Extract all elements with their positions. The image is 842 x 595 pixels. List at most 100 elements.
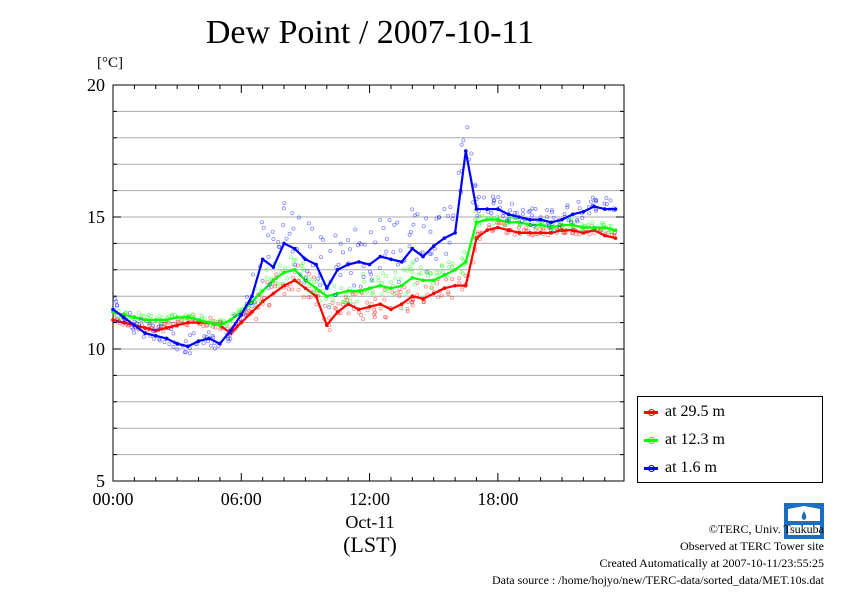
series-sample-point [498, 221, 503, 226]
series-sample-point [442, 206, 447, 211]
series-sample-point [465, 125, 470, 130]
series-sample-point [341, 299, 346, 304]
series-sample-point [268, 281, 273, 286]
plot-frame [112, 84, 625, 482]
series-sample-point [507, 216, 512, 221]
series-sample-point [566, 218, 571, 223]
data-point [153, 334, 158, 338]
series-sample-point [586, 222, 591, 227]
series-sample-point [361, 317, 366, 322]
y-tick-label: 15 [87, 207, 105, 227]
series-sample-point [373, 240, 378, 245]
series-sample-point [376, 279, 381, 284]
series-sample-point [156, 328, 161, 333]
data-point [346, 302, 350, 306]
series-sample-point [428, 271, 433, 276]
series-sample-point [211, 335, 216, 340]
series-sample-point [512, 210, 517, 215]
series-sample-point [477, 214, 482, 219]
series-sample-point [415, 212, 420, 217]
series-sample-point [141, 313, 146, 318]
series-sample-point [384, 249, 389, 254]
series-sample-point [131, 327, 136, 332]
series-sample-point [266, 233, 271, 238]
series-sample-point [478, 230, 483, 235]
data-point [506, 220, 511, 225]
data-point [496, 225, 500, 230]
series-sample-point [264, 275, 269, 280]
series-sample-point [188, 333, 193, 338]
series-sample-point [451, 213, 456, 218]
terc-logo-icon [784, 503, 824, 539]
series-sample-point [520, 211, 525, 216]
series-sample-point [600, 222, 605, 227]
data-point [250, 294, 254, 299]
series-sample-point [461, 138, 466, 143]
data-point [463, 149, 468, 153]
series-sample-point [533, 207, 538, 212]
series-sample-point [446, 290, 451, 295]
series-sample-point [446, 275, 451, 280]
data-point [463, 260, 468, 264]
series-0 [111, 220, 618, 335]
series-sample-point [145, 314, 150, 319]
data-point [613, 207, 618, 211]
series-sample-point [411, 222, 416, 227]
data-point [592, 228, 596, 232]
data-point [613, 228, 618, 232]
data-point [282, 283, 286, 288]
series-sample-point [266, 255, 271, 260]
series-sample-point [551, 215, 556, 220]
series-sample-point [401, 267, 406, 272]
series-sample-point [530, 206, 535, 211]
series-sample-point [446, 260, 451, 265]
series-sample-point [261, 225, 266, 230]
axis-ticks [112, 84, 624, 482]
series-sample-point [425, 273, 430, 278]
data-point [132, 315, 137, 320]
series-sample-point [358, 284, 363, 289]
data-point [389, 307, 393, 312]
series-sample-point [365, 300, 370, 305]
x-tick-label: 06:00 [220, 489, 262, 509]
series-sample-point [444, 277, 449, 282]
data-point [143, 326, 147, 330]
series-sample-point [115, 303, 120, 308]
series-sample-point [520, 207, 525, 212]
data-point [474, 207, 479, 211]
series-sample-point [307, 284, 312, 289]
data-point [335, 268, 340, 272]
data-point [367, 304, 372, 309]
series-sample-point [398, 276, 403, 281]
data-point [218, 323, 222, 328]
data-point [453, 283, 457, 288]
data-point [378, 254, 383, 259]
series-sample-point [356, 243, 361, 248]
series-sample-point [440, 264, 445, 269]
x-tick-label: 12:00 [349, 489, 391, 509]
series-sample-point [183, 349, 188, 354]
data-point [602, 233, 607, 238]
data-point [485, 228, 489, 232]
series-sample-point [532, 224, 537, 229]
series-sample-point [149, 313, 154, 318]
series-sample-point [301, 295, 306, 300]
series-sample-point [369, 272, 374, 277]
series-sample-point [534, 225, 539, 230]
series-sample-point [573, 232, 578, 237]
series-sample-point [352, 283, 357, 288]
series-sample-point [252, 300, 257, 305]
series-sample-point [429, 251, 434, 256]
series-sample-point [491, 201, 496, 206]
data-point [431, 244, 436, 248]
series-sample-point [608, 198, 613, 203]
series-sample-point [327, 305, 332, 310]
data-point [367, 262, 372, 267]
data-point [517, 231, 522, 235]
series-sample-point [215, 319, 220, 324]
series-sample-point [339, 286, 344, 291]
series-sample-point [296, 287, 301, 292]
series-sample-point [369, 276, 374, 281]
series-sample-point [291, 262, 296, 267]
